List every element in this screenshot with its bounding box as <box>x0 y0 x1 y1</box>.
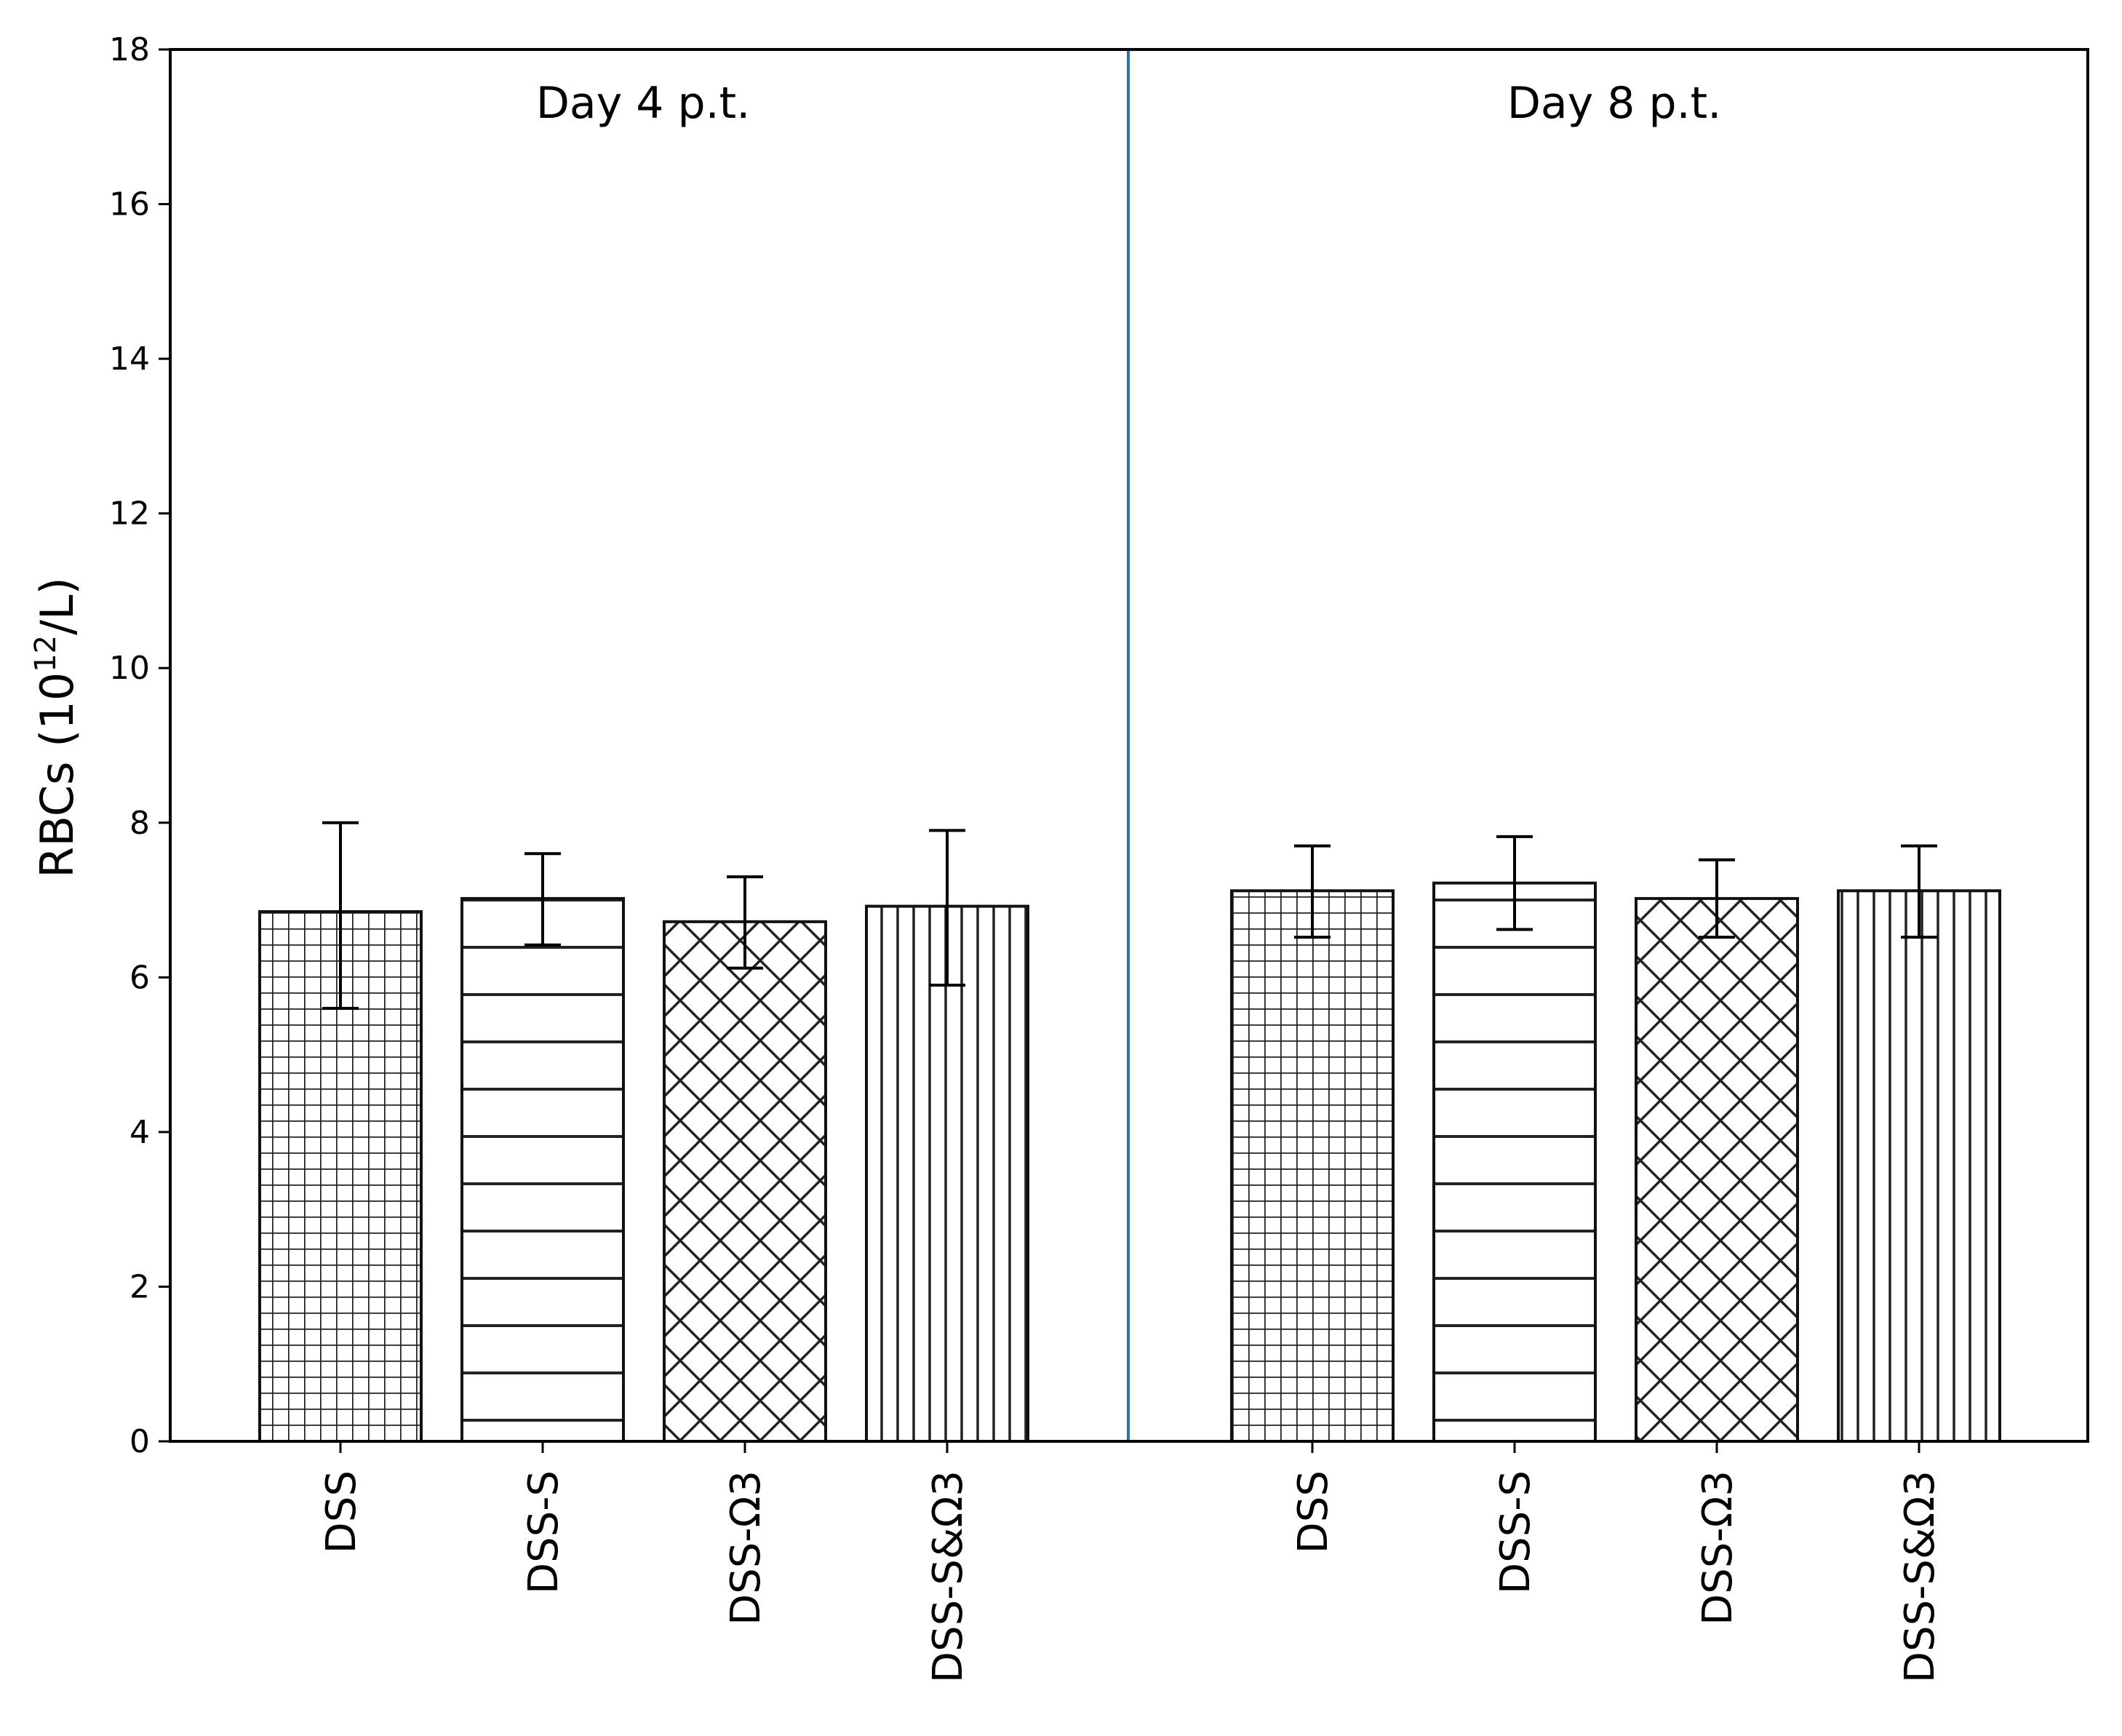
category-label: DSS <box>318 1470 365 1553</box>
bar <box>865 904 1029 1443</box>
y-axis-ticks: 0 2 4 6 8 10 12 14 16 18 <box>109 31 170 1460</box>
category-label: DSS-S <box>1492 1470 1539 1594</box>
y-tick-label: 8 <box>129 805 150 842</box>
panel-label: Day 4 p.t. <box>536 78 751 129</box>
panel-labels: Day 4 p.t. Day 8 p.t. <box>536 78 1722 129</box>
category-label: DSS-Ω3 <box>1694 1470 1742 1625</box>
bar <box>1635 896 1799 1444</box>
bar <box>460 896 625 1444</box>
y-tick-label: 4 <box>129 1114 150 1151</box>
y-tick-label: 10 <box>109 650 150 687</box>
category-label: DSS <box>1290 1470 1337 1553</box>
category-label: DSS-S&Ω3 <box>1896 1470 1944 1683</box>
category-label: DSS-Ω3 <box>722 1470 770 1625</box>
bar <box>1837 889 2001 1443</box>
bar <box>1230 889 1395 1443</box>
y-tick-label: 18 <box>109 31 150 68</box>
y-axis-label-superscript: 12 <box>29 635 63 672</box>
category-labels: DSS DSS-S DSS-Ω3 DSS-S&Ω3 DSS DSS-S DSS-Ω3 DSS-… <box>318 1441 1944 1683</box>
panel-label: Day 8 p.t. <box>1507 78 1722 129</box>
bar <box>1432 881 1597 1443</box>
y-tick-label: 14 <box>109 341 150 378</box>
plot-frame <box>169 48 2089 1443</box>
category-label: DSS-S&Ω3 <box>925 1470 972 1683</box>
error-bars <box>322 821 1937 1010</box>
y-tick-label: 6 <box>129 959 150 996</box>
y-tick-label: 2 <box>129 1268 150 1305</box>
y-tick-label: 16 <box>109 186 150 223</box>
y-tick-label: 12 <box>109 495 150 533</box>
y-tick-label: 0 <box>129 1423 150 1460</box>
category-label: DSS-S <box>520 1470 567 1594</box>
y-axis-label: RBCs (1012/L) <box>29 577 84 877</box>
bar <box>663 920 827 1443</box>
